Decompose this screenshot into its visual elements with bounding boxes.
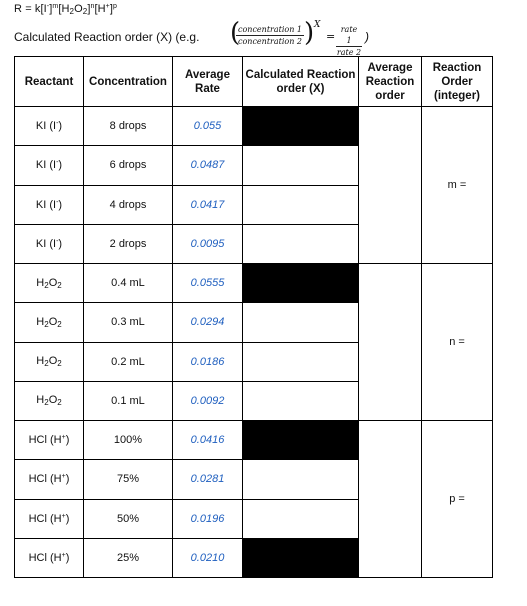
reactant-cell[interactable]: H2O2 — [14, 302, 84, 343]
concentration-cell[interactable]: 8 drops — [83, 105, 173, 147]
table-row: H2O2 0.2 mL 0.0186 — [14, 341, 493, 382]
average-rate-cell[interactable]: 0.0555 — [172, 262, 243, 304]
average-order-cell[interactable] — [358, 263, 422, 421]
header-calculated-order: Calculated Reaction order (X) — [242, 56, 359, 107]
calculation-label: Calculated Reaction order (X) (e.g. — [14, 30, 200, 44]
reaction-order-cell[interactable]: n = — [421, 263, 493, 421]
table-row: H2O2 0.1 mL 0.0092 — [14, 380, 493, 422]
rate-fraction: rate 1 rate 2 — [336, 25, 362, 57]
concentration-cell[interactable]: 25% — [83, 537, 173, 579]
table-row: KI (I-) 2 drops 0.0095 — [14, 223, 493, 265]
header-average-rate: Average Rate — [172, 56, 243, 107]
redacted-block — [243, 107, 358, 147]
concentration-cell[interactable]: 0.4 mL — [83, 262, 173, 304]
calculated-order-input[interactable] — [243, 382, 358, 420]
table-row: HCl (H+) 75% 0.0281 — [14, 459, 493, 500]
table-row: H2O2 0.3 mL 0.0294 — [14, 302, 493, 343]
concentration-cell[interactable]: 6 drops — [83, 145, 173, 186]
header-row: Reactant Concentration Average Rate Calc… — [14, 56, 493, 107]
concentration-cell[interactable]: 100% — [83, 419, 173, 461]
header-concentration: Concentration — [83, 56, 173, 107]
calculated-order-input[interactable] — [243, 500, 358, 539]
average-rate-cell[interactable]: 0.0092 — [172, 380, 243, 422]
rate-law-equation: R = k[I-]m[H2O2]n[H+]p — [14, 3, 118, 16]
concentration-cell[interactable]: 0.3 mL — [83, 302, 173, 343]
calculated-order-input[interactable] — [243, 225, 358, 263]
concentration-cell[interactable]: 50% — [83, 498, 173, 539]
average-rate-cell[interactable]: 0.0294 — [172, 302, 243, 343]
average-order-cell[interactable] — [358, 106, 422, 264]
average-rate-cell[interactable]: 0.0210 — [172, 537, 243, 579]
header-reactant: Reactant — [14, 56, 84, 107]
average-rate-cell[interactable]: 0.0487 — [172, 145, 243, 186]
reactant-cell[interactable]: H2O2 — [14, 380, 84, 422]
table-row: KI (I-) 8 drops 0.055 m = — [14, 105, 493, 264]
calculated-order-cell[interactable] — [242, 263, 359, 421]
calculated-order-cell[interactable] — [242, 106, 359, 264]
concentration-cell[interactable]: 4 drops — [83, 184, 173, 225]
calculated-order-input[interactable] — [243, 303, 358, 343]
average-rate-cell[interactable]: 0.0416 — [172, 419, 243, 461]
reactant-cell[interactable]: HCl (H+) — [14, 537, 84, 579]
table-row: HCl (H+) 25% 0.0210 — [14, 537, 493, 579]
average-rate-cell[interactable]: 0.0095 — [172, 223, 243, 265]
reactant-cell[interactable]: KI (I-) — [14, 184, 84, 225]
concentration-cell[interactable]: 2 drops — [83, 223, 173, 265]
calculated-order-cell[interactable] — [242, 420, 359, 578]
concentration-fraction: concentration 1 concentration 2 — [236, 25, 304, 46]
redacted-block — [243, 264, 358, 304]
average-rate-cell[interactable]: 0.055 — [172, 105, 243, 147]
reactant-cell[interactable]: KI (I-) — [14, 223, 84, 265]
reaction-order-cell[interactable]: m = — [421, 106, 493, 264]
table-row: HCl (H+) 100% 0.0416 p = — [14, 419, 493, 578]
calculated-order-input[interactable] — [243, 343, 358, 382]
header-reaction-order: Reaction Order (integer) — [421, 56, 493, 107]
table-row: H2O2 0.4 mL 0.0555 n = — [14, 262, 493, 421]
redacted-block — [243, 538, 358, 577]
calculated-order-input[interactable] — [243, 186, 358, 225]
average-rate-cell[interactable]: 0.0186 — [172, 341, 243, 382]
calculation-instruction: Calculated Reaction order (X) (e.g. — [14, 30, 199, 44]
reactant-cell[interactable]: HCl (H+) — [14, 498, 84, 539]
reaction-order-cell[interactable]: p = — [421, 420, 493, 578]
redacted-block — [243, 421, 358, 461]
reactant-cell[interactable]: H2O2 — [14, 262, 84, 304]
table-row: KI (I-) 4 drops 0.0417 — [14, 184, 493, 225]
reactant-cell[interactable]: HCl (H+) — [14, 419, 84, 461]
table-row: HCl (H+) 50% 0.0196 — [14, 498, 493, 539]
reactant-cell[interactable]: KI (I-) — [14, 145, 84, 186]
average-rate-cell[interactable]: 0.0281 — [172, 459, 243, 500]
calculated-order-input[interactable] — [243, 146, 358, 186]
average-order-cell[interactable] — [358, 420, 422, 578]
reaction-order-table: Reactant Concentration Average Rate Calc… — [14, 56, 493, 579]
concentration-cell[interactable]: 0.2 mL — [83, 341, 173, 382]
calculated-order-input[interactable] — [243, 460, 358, 500]
reactant-cell[interactable]: H2O2 — [14, 341, 84, 382]
average-rate-cell[interactable]: 0.0417 — [172, 184, 243, 225]
concentration-cell[interactable]: 75% — [83, 459, 173, 500]
average-rate-cell[interactable]: 0.0196 — [172, 498, 243, 539]
exponent-x: X — [314, 20, 321, 30]
concentration-cell[interactable]: 0.1 mL — [83, 380, 173, 422]
reactant-cell[interactable]: KI (I-) — [14, 105, 84, 147]
reactant-cell[interactable]: HCl (H+) — [14, 459, 84, 500]
header-average-order: Average Reaction order — [358, 56, 422, 107]
